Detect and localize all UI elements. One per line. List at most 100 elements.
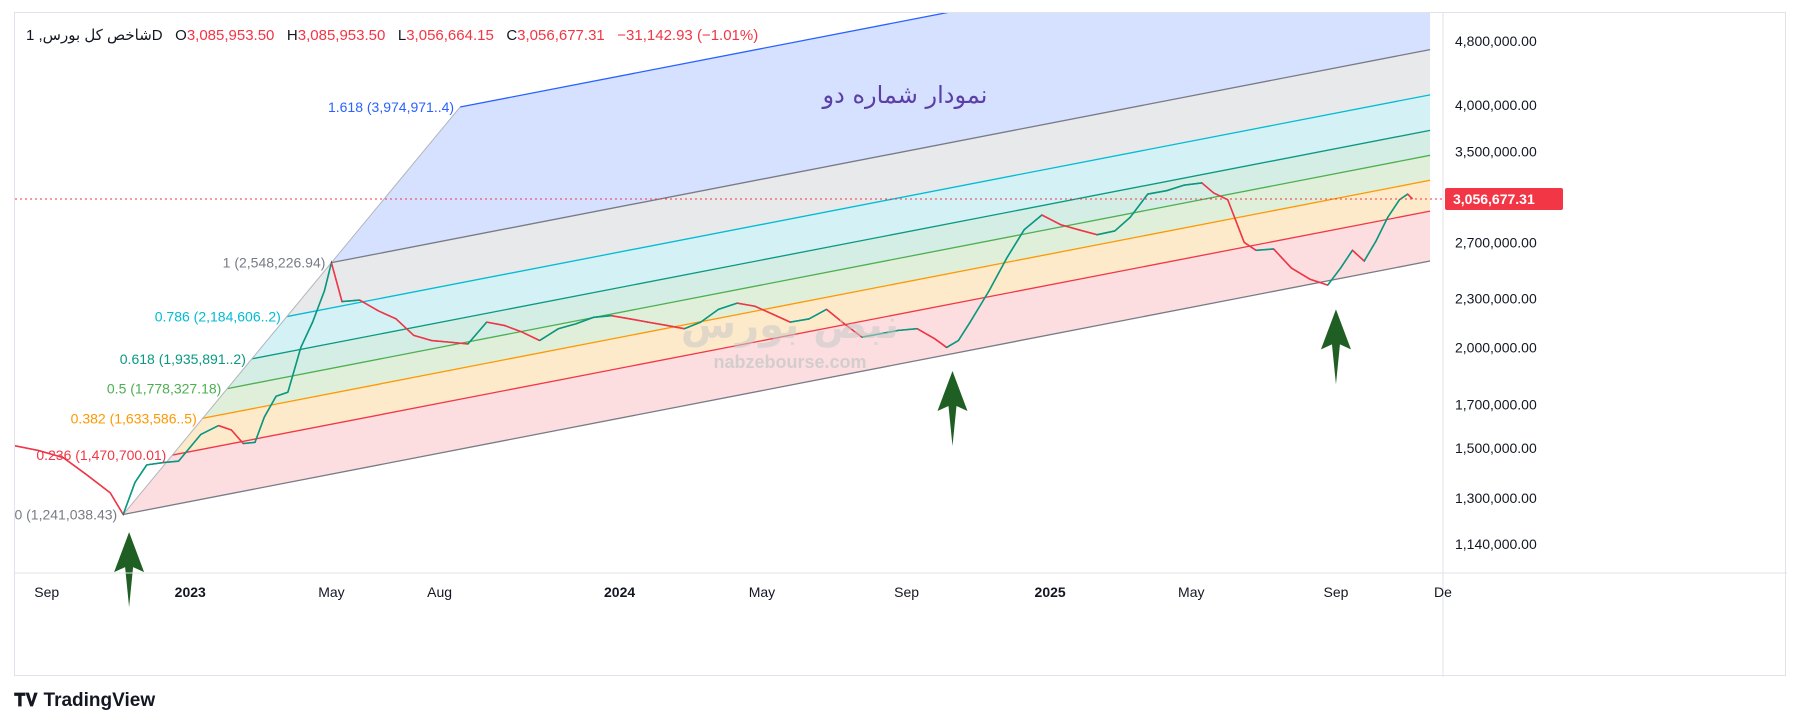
price-segment [378,310,397,320]
fib-level-line [459,13,949,108]
x-tick-label: Aug [427,584,452,600]
price-segment [826,308,845,325]
price-segment [323,262,333,292]
fib-level-line [172,210,1431,456]
price-segment [1309,278,1328,286]
fib-level-line [123,260,1431,516]
fib-level-line [251,129,1431,360]
price-segment [486,321,505,327]
tradingview-logo-icon: 𝐓𝐕 [14,690,38,710]
price-axis[interactable]: 4,800,000.004,000,000.003,500,000.003,10… [1442,13,1563,677]
price-segment [575,316,595,325]
price-segment [1327,267,1342,286]
fib-level-line [331,48,1431,264]
symbol-name[interactable]: شاخص کل بورس, 1D [26,27,163,44]
tradingview-brand[interactable]: 𝐓𝐕 TradingView [14,690,155,712]
price-segment [1005,229,1025,259]
fib-level-line [227,154,1431,390]
price-segment [218,424,232,431]
price-segment [1375,217,1389,242]
chart-frame[interactable]: 0 (1,241,038.43) 0.236 (1,470,700.01) 0.38… [14,12,1787,677]
price-segment [1097,230,1115,236]
x-tick-label: 2024 [604,584,635,600]
price-segment [146,461,165,466]
price-segment [558,323,577,330]
y-tick-label: 1,500,000.00 [1455,440,1537,456]
y-tick-label: 1,140,000.00 [1455,536,1537,552]
price-segment [122,482,136,515]
price-segment [754,305,773,315]
y-tick-label: 3,500,000.00 [1455,144,1537,160]
x-tick-label: 2023 [175,584,206,600]
open-value: 3,085,953.50 [186,27,275,44]
price-chart[interactable]: 0 (1,241,038.43) 0.236 (1,470,700.01) 0.38… [15,13,1787,677]
price-segment [86,474,111,494]
up-arrow-icon [1320,309,1351,385]
fib-level-label: 1 (2,548,226.94) [223,255,326,271]
price-segment [957,321,971,341]
price-segment [593,314,612,319]
fib-zone-0-5 [202,155,1431,419]
price-segment [1166,184,1185,192]
price-segment [969,290,990,323]
last-price-tag [1445,187,1563,210]
y-tick-label: 1,700,000.00 [1455,396,1537,412]
fib-level-label: 0.786 (2,184,606..2) [155,309,281,325]
high-label: H [286,27,298,44]
fib-anchor-line [122,106,461,515]
price-segment [1273,248,1292,269]
price-segment [467,321,488,345]
price-segment [843,323,863,338]
fib-level-label: 1.618 (3,974,971..4) [328,99,454,115]
price-segment [647,321,667,327]
price-segment [1226,199,1245,243]
price-segment [254,416,266,443]
price-segment [230,429,244,445]
fib-zone-1-618 [331,13,1431,263]
price-segment [861,332,881,338]
price-segment [772,313,791,323]
price-segment [684,321,702,330]
price-segment [62,456,88,476]
fib-zone-0-236 [123,211,1431,515]
fib-level-label: 0.618 (1,935,891..2) [120,351,246,367]
price-segment [287,347,302,393]
x-tick-label: De [1434,584,1452,600]
price-segment [504,324,523,333]
price-segment [330,262,343,302]
fib-zone-0-786 [251,94,1431,359]
y-tick-label: 2,000,000.00 [1455,339,1537,355]
price-segment [916,328,936,340]
watermark-url: nabzebourse.com [713,352,866,372]
up-arrow-icon [114,532,145,608]
fib-level-label: 0.382 (1,633,586..5) [71,410,197,426]
price-segment [630,318,648,323]
price-segment [450,341,468,345]
price-segment [521,331,540,342]
brand-name: TradingView [43,690,156,711]
price-segment [200,424,219,436]
x-tick-label: Sep [1323,584,1348,600]
price-segment [1060,223,1079,231]
y-tick-label: 1,300,000.00 [1455,490,1537,506]
y-tick-label: 4,000,000.00 [1455,97,1537,113]
price-segment [1129,193,1149,218]
price-segment [431,339,451,344]
x-tick-label: 2025 [1035,584,1066,600]
price-segment [1201,182,1215,194]
price-segment [1290,267,1311,280]
fib-zone-0-618 [227,130,1431,389]
y-tick-label: 2,700,000.00 [1455,234,1537,250]
price-segment [946,339,959,349]
price-segment [808,308,828,320]
time-axis[interactable]: Sep 2023 May Aug 2024 May Sep 2025 May Sep De [15,572,1787,600]
low-label: L [397,27,407,44]
price-segment [880,329,899,335]
price-segment [790,318,810,323]
plot-area[interactable] [15,13,1443,516]
price-segment [1243,241,1257,251]
price-segment [1407,193,1413,200]
change-value: −31,142.93 (−1.01%) [617,27,759,44]
close-value: 3,056,677.31 [517,27,605,44]
price-segment [243,441,256,445]
